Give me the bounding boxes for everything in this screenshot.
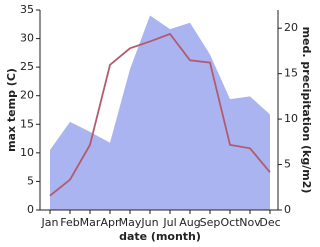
y-tick-label: 10 bbox=[20, 146, 34, 159]
y-tick-label: 15 bbox=[20, 117, 34, 130]
x-tick-label: Apr bbox=[100, 216, 120, 229]
y2-axis-label: med. precipitation (kg/m2) bbox=[300, 27, 313, 194]
x-axis-label: date (month) bbox=[119, 230, 201, 243]
y2-tick-label: 15 bbox=[284, 67, 298, 80]
x-tick-label: Jul bbox=[162, 216, 176, 229]
y-tick-label: 0 bbox=[27, 203, 34, 216]
x-tick-label: Sep bbox=[200, 216, 221, 229]
x-tick-label: Jun bbox=[140, 216, 158, 229]
x-tick-label: Aug bbox=[179, 216, 200, 229]
x-tick-label: May bbox=[119, 216, 142, 229]
y2-tick-label: 0 bbox=[284, 203, 291, 216]
y-tick-label: 25 bbox=[20, 60, 34, 73]
y-tick-label: 30 bbox=[20, 32, 34, 45]
y-axis-label: max temp (C) bbox=[5, 68, 18, 152]
x-tick-label: Oct bbox=[220, 216, 240, 229]
y2-tick-label: 5 bbox=[284, 158, 291, 171]
y2-tick-label: 20 bbox=[284, 21, 298, 34]
x-tick-label: Jan bbox=[41, 216, 59, 229]
y-tick-label: 20 bbox=[20, 89, 34, 102]
y-tick-label: 5 bbox=[27, 174, 34, 187]
x-tick-label: Feb bbox=[60, 216, 79, 229]
precipitation-area bbox=[50, 15, 270, 211]
y2-tick-label: 10 bbox=[284, 112, 298, 125]
x-tick-label: Mar bbox=[80, 216, 101, 229]
temp-line bbox=[49, 32, 271, 197]
y-tick-label: 35 bbox=[20, 3, 34, 16]
x-tick-label: Dec bbox=[259, 216, 280, 229]
x-tick-label: Nov bbox=[239, 216, 261, 229]
